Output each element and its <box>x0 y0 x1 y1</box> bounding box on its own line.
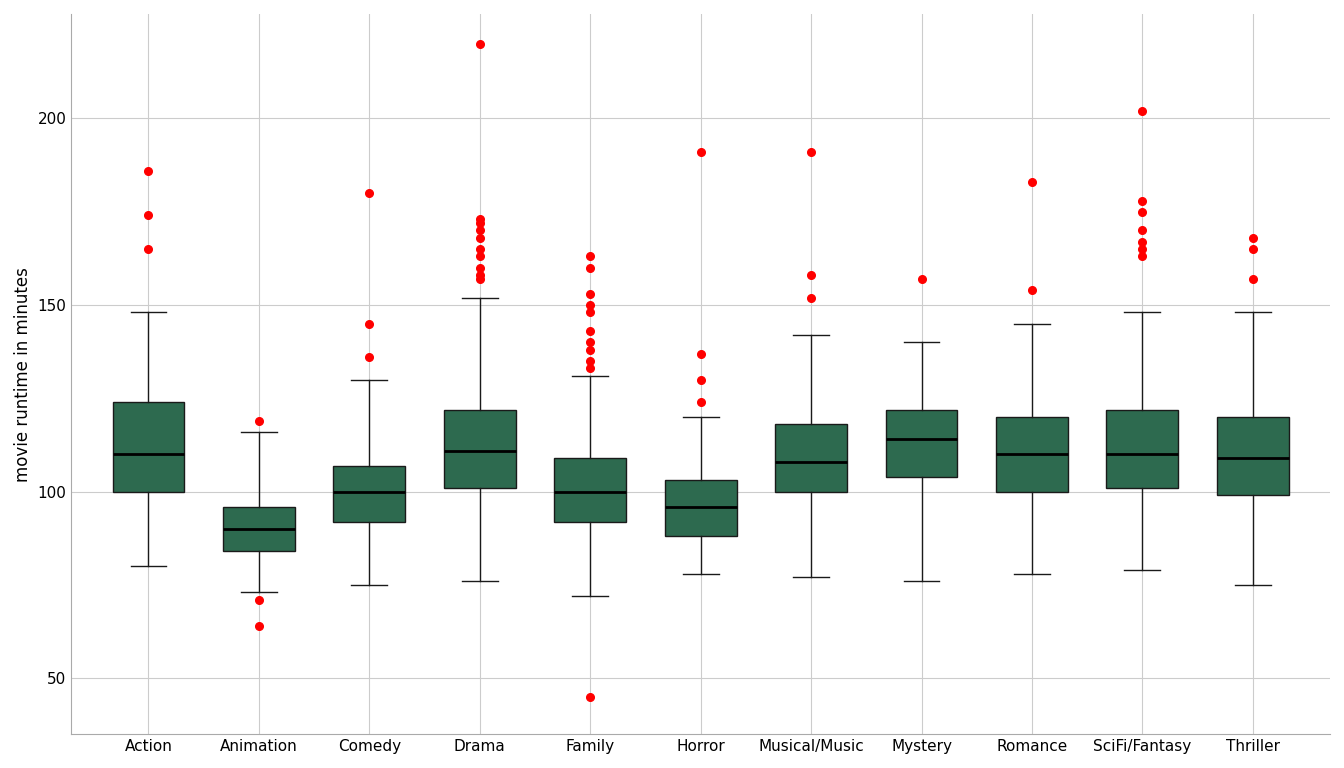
PathPatch shape <box>886 409 957 477</box>
PathPatch shape <box>113 402 184 492</box>
PathPatch shape <box>554 458 626 521</box>
PathPatch shape <box>1216 417 1289 495</box>
PathPatch shape <box>444 409 516 488</box>
Y-axis label: movie runtime in minutes: movie runtime in minutes <box>13 266 32 482</box>
PathPatch shape <box>996 417 1068 492</box>
PathPatch shape <box>775 425 847 492</box>
PathPatch shape <box>333 465 406 521</box>
PathPatch shape <box>223 507 294 551</box>
PathPatch shape <box>665 481 737 536</box>
PathPatch shape <box>1106 409 1179 488</box>
